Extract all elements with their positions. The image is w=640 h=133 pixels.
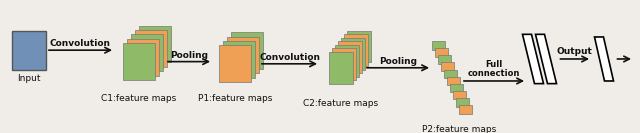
Bar bbox=[332, 48, 356, 80]
Text: Convolution: Convolution bbox=[50, 39, 111, 48]
Bar bbox=[432, 41, 445, 50]
Bar bbox=[438, 55, 451, 64]
Bar bbox=[139, 26, 171, 63]
Bar bbox=[456, 98, 469, 107]
Polygon shape bbox=[595, 37, 614, 81]
Bar bbox=[444, 70, 457, 78]
Text: P1:feature maps: P1:feature maps bbox=[198, 94, 272, 103]
Bar bbox=[335, 45, 359, 77]
Text: Convolution: Convolution bbox=[259, 53, 320, 62]
Bar bbox=[459, 105, 472, 114]
Bar bbox=[338, 41, 362, 73]
Bar bbox=[219, 45, 251, 82]
Bar bbox=[344, 34, 368, 66]
Polygon shape bbox=[522, 34, 543, 84]
Polygon shape bbox=[536, 34, 557, 84]
Text: Output: Output bbox=[557, 47, 593, 56]
Text: Input: Input bbox=[17, 74, 41, 83]
Bar bbox=[127, 39, 159, 76]
Bar bbox=[123, 43, 155, 80]
Bar bbox=[131, 34, 163, 71]
Bar bbox=[347, 31, 371, 63]
Bar bbox=[453, 91, 466, 99]
Bar bbox=[435, 48, 448, 57]
Text: C2:feature maps: C2:feature maps bbox=[303, 99, 379, 108]
Text: P2:feature maps: P2:feature maps bbox=[422, 125, 497, 133]
Bar bbox=[135, 30, 167, 67]
Text: Full
connection: Full connection bbox=[468, 60, 520, 78]
Bar bbox=[329, 52, 353, 84]
Text: C1:feature maps: C1:feature maps bbox=[101, 94, 177, 103]
Text: Pooling: Pooling bbox=[379, 57, 417, 66]
Bar bbox=[450, 84, 463, 92]
Text: Pooling: Pooling bbox=[170, 51, 208, 60]
Bar bbox=[231, 32, 263, 69]
Bar bbox=[341, 38, 365, 70]
Bar bbox=[12, 31, 46, 70]
Bar bbox=[223, 41, 255, 78]
Bar bbox=[441, 63, 454, 71]
Bar bbox=[227, 37, 259, 74]
Bar bbox=[447, 77, 460, 85]
